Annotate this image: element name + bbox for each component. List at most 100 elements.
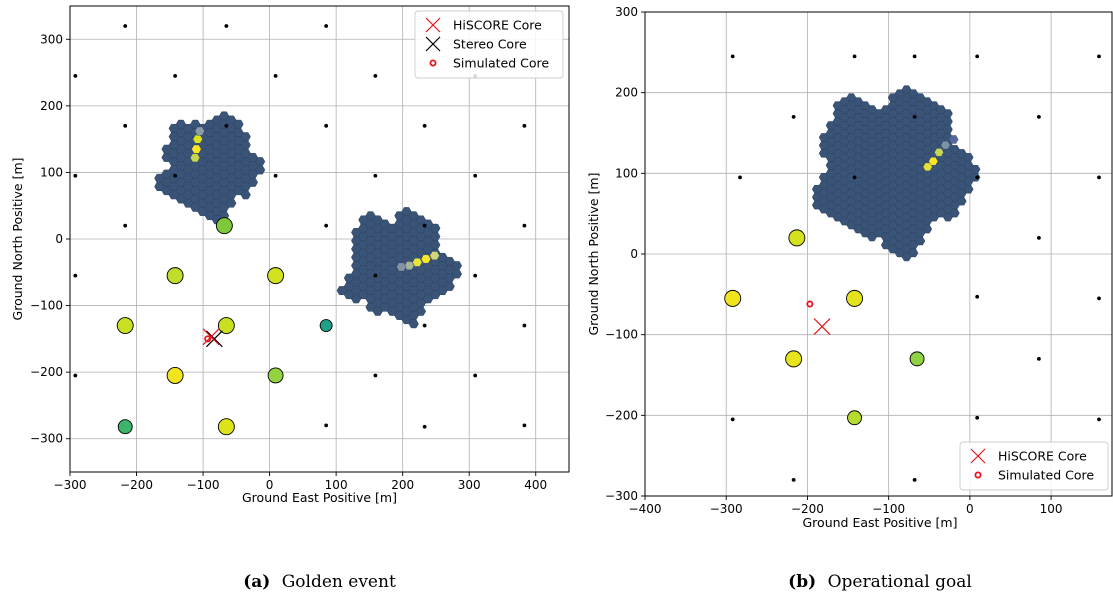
panel-b-xtick-label: −400 bbox=[629, 502, 662, 516]
panel-b-station-point bbox=[1097, 296, 1101, 301]
panel-a-ytick-label: 200 bbox=[40, 99, 63, 113]
panel-a-ytick-label: 0 bbox=[55, 232, 63, 246]
panel-b-xtick-label: 100 bbox=[1040, 502, 1063, 516]
panel-a-station-point bbox=[73, 74, 78, 78]
panel-a-xtick-label: −300 bbox=[54, 478, 87, 492]
panel-b-camera-hot-pixel bbox=[922, 162, 933, 172]
panel-a-triggered-station bbox=[166, 367, 184, 384]
panel-a-station-point bbox=[473, 273, 478, 278]
panel-a-legend: HiSCORE Core Stereo Core Simulated Core bbox=[414, 10, 564, 79]
panel-a-station-point bbox=[173, 74, 178, 78]
panel-a-simulated-core bbox=[204, 335, 212, 343]
panel-b-triggered-station bbox=[909, 351, 925, 367]
panel-a-station-point bbox=[373, 373, 378, 378]
panel-b-station-point bbox=[852, 54, 857, 59]
panel-a-legend-marker bbox=[425, 17, 441, 33]
panel-a-camera-pixel bbox=[240, 190, 251, 200]
panel-b-station-point bbox=[852, 175, 857, 180]
panel-a-legend-marker bbox=[429, 59, 437, 67]
panel-a-camera-pixel bbox=[451, 269, 463, 279]
panel-a-legend-label: HiSCORE Core bbox=[453, 18, 542, 33]
panel-a-station-point bbox=[123, 223, 128, 228]
panel-a-camera-hot-pixel bbox=[420, 254, 431, 264]
panel-b-ytick-label: 200 bbox=[615, 86, 638, 100]
panel-b-camera-pixel bbox=[956, 196, 967, 206]
panel-a-station-point bbox=[422, 223, 427, 228]
panel-a-station-point bbox=[73, 273, 78, 278]
panel-b-camera-pixel bbox=[970, 165, 981, 174]
panel-b-camera-image bbox=[811, 85, 981, 262]
panel-b-legend-marker bbox=[974, 471, 982, 479]
panel-b-triggered-station bbox=[846, 289, 863, 307]
panel-b-legend-label: Simulated Core bbox=[998, 468, 1094, 483]
panel-b-triggered-station bbox=[847, 410, 862, 426]
panel-b-caption-label: (b) bbox=[788, 572, 816, 592]
panel-a-caption: (a) Golden event bbox=[243, 572, 396, 592]
panel-b-camera-pixel bbox=[963, 184, 974, 194]
panel-b-camera-hot-pixel bbox=[940, 140, 951, 150]
panel-a-ytick-label: −200 bbox=[30, 365, 63, 379]
panel-a-station-point bbox=[123, 24, 128, 28]
panel-b-station-point bbox=[730, 54, 735, 59]
panel-a-station-point bbox=[422, 123, 427, 128]
panel-a-triggered-station bbox=[117, 419, 133, 435]
panel-b-hiscore-core bbox=[813, 318, 831, 336]
panel-a-triggered-station bbox=[267, 367, 284, 384]
panel-a-station-point bbox=[273, 74, 278, 78]
panel-b-station-point bbox=[1097, 417, 1101, 422]
panel-a-station-point bbox=[373, 273, 378, 278]
panel-a-caption-label: (a) bbox=[243, 572, 270, 592]
panel-b-camera-pixel bbox=[922, 224, 933, 234]
panel-a-camera-pixel bbox=[415, 306, 427, 316]
panel-b-legend-marker bbox=[970, 448, 986, 464]
panel-a-triggered-station bbox=[215, 217, 233, 235]
panel-a-triggered-station bbox=[217, 317, 235, 334]
panel-b: −400 −300 −200 −100 0 100−300−200−10001002003… bbox=[586, 5, 1113, 592]
panel-b-station-point bbox=[738, 175, 742, 180]
panel-b-caption: (b) Operational goal bbox=[788, 572, 972, 592]
panel-b-camera-hot-pixel bbox=[948, 135, 959, 144]
panel-a-legend-label: Stereo Core bbox=[453, 37, 527, 52]
panel-a-station-point bbox=[224, 24, 229, 28]
panel-a-camera-hot-pixel bbox=[412, 257, 423, 267]
panel-b-station-point bbox=[975, 175, 980, 180]
panel-a-station-point bbox=[324, 423, 329, 428]
panel-a-ytick-label: −100 bbox=[30, 299, 63, 313]
panel-a-camera-hot-pixel bbox=[190, 153, 201, 163]
panel-a-xtick-label: 300 bbox=[458, 478, 481, 492]
panel-b-ytick-label: −100 bbox=[605, 328, 638, 342]
panel-b-camera-hot-pixel bbox=[934, 148, 944, 157]
panel-a-xtick-label: −100 bbox=[187, 478, 220, 492]
panel-a-legend-box bbox=[414, 10, 564, 79]
panel-b-legend-marker-stroke bbox=[970, 448, 986, 464]
panel-a-station-point bbox=[473, 173, 478, 178]
panel-a-camera-image bbox=[154, 111, 266, 225]
panel-a-triggered-station bbox=[217, 418, 235, 436]
panel-a-station-point bbox=[123, 123, 128, 128]
panel-a-camera-pixel bbox=[247, 177, 259, 187]
panel-b-triggered-station bbox=[724, 289, 742, 307]
panel-a-station-point bbox=[522, 123, 527, 128]
panel-a-triggered-station bbox=[319, 319, 333, 332]
panel-b-station-point bbox=[791, 477, 796, 482]
panel-a-hiscore-core bbox=[202, 328, 220, 346]
panel-a-station-point bbox=[522, 423, 527, 428]
panel-b-simulated-core bbox=[806, 300, 814, 308]
panel-a-ytick-label: −300 bbox=[30, 432, 63, 446]
panel-a-camera-pixel bbox=[255, 165, 266, 175]
panel-a-camera-pixel bbox=[226, 198, 237, 208]
panel-a-station-point bbox=[522, 223, 527, 228]
panel-b-camera-pixel bbox=[949, 208, 960, 218]
panel-a-stereo-core-stroke bbox=[205, 330, 223, 348]
panel-a-camera-pixel bbox=[444, 282, 455, 291]
panel-a-legend-marker-stroke bbox=[425, 17, 441, 33]
panel-a-stereo-core bbox=[205, 330, 223, 348]
panel-a-station-point bbox=[73, 173, 78, 178]
panel-a-triggered-station bbox=[267, 267, 285, 285]
panel-a-station-point bbox=[422, 424, 427, 429]
panel-b-station-point bbox=[1037, 356, 1041, 361]
panel-a-station-point bbox=[324, 223, 329, 228]
panel-a-camera-pixel bbox=[233, 119, 244, 129]
panel-a-station-point bbox=[522, 323, 527, 328]
panel-b-camera-pixel bbox=[943, 125, 953, 134]
